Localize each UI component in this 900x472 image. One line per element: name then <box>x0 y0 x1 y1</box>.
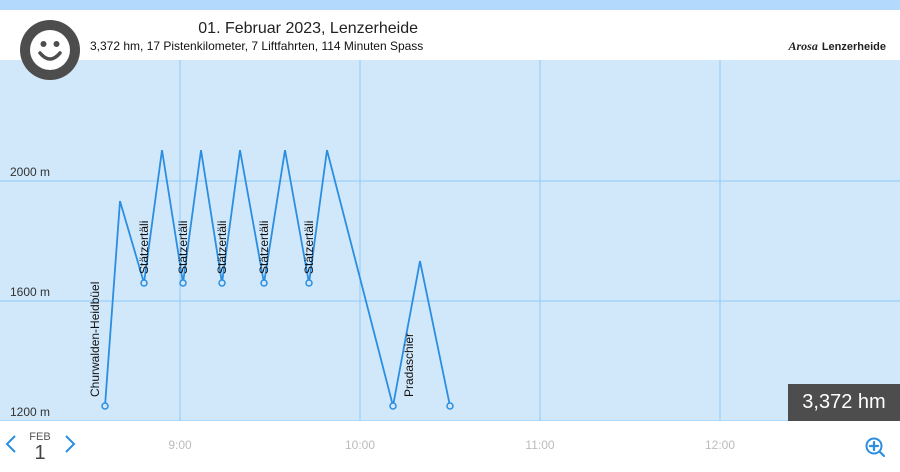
y-tick-label: 2000 m <box>10 165 51 179</box>
station-label: Pradaschier <box>402 332 416 397</box>
date-day: 1 <box>34 442 46 464</box>
station-marker <box>260 279 268 287</box>
station-label: Churwalden-Heidbüel <box>88 281 102 397</box>
chart-svg <box>0 60 900 421</box>
station-marker <box>140 279 148 287</box>
page-subtitle: 3,372 hm, 17 Pistenkilometer, 7 Liftfahr… <box>90 39 424 53</box>
page-title: 01. Februar 2023, Lenzerheide <box>198 20 418 37</box>
elevation-line <box>104 149 451 407</box>
chevron-right-icon[interactable] <box>63 432 77 462</box>
date-month: FEB <box>29 431 51 443</box>
summary-badge: 3,372 hm <box>788 384 900 421</box>
station-marker <box>218 279 226 287</box>
station-label: Stätzertäli <box>176 220 190 274</box>
station-marker <box>179 279 187 287</box>
zoom-in-icon[interactable] <box>864 436 886 458</box>
x-tick-label: 9:00 <box>168 438 192 452</box>
top-bar <box>0 0 900 10</box>
x-tick-label: 12:00 <box>704 438 736 452</box>
x-tick-label: 11:00 <box>525 438 555 452</box>
y-tick-label: 1200 m <box>10 405 51 419</box>
station-marker <box>101 402 109 410</box>
x-tick-label: 10:00 <box>344 438 376 452</box>
logo-arosa: Arosa <box>788 39 818 53</box>
header: 01. Februar 2023, Lenzerheide 3,372 hm, … <box>0 10 900 60</box>
station-label: Stätzertäli <box>302 220 316 274</box>
station-label: Stätzertäli <box>257 220 271 274</box>
station-marker <box>389 402 397 410</box>
station-marker <box>305 279 313 287</box>
smiley-icon <box>20 20 80 80</box>
station-label: Stätzertäli <box>137 220 151 274</box>
y-tick-label: 1600 m <box>10 285 51 299</box>
bottom-bar <box>0 421 900 472</box>
logo-lenzerheide: Lenzerheide <box>821 41 886 53</box>
elevation-chart <box>0 60 900 421</box>
chevron-left-icon[interactable] <box>4 432 18 462</box>
brand-logo: Arosa Lenzerheide <box>788 39 886 54</box>
station-label: Stätzertäli <box>215 220 229 274</box>
station-marker <box>446 402 454 410</box>
